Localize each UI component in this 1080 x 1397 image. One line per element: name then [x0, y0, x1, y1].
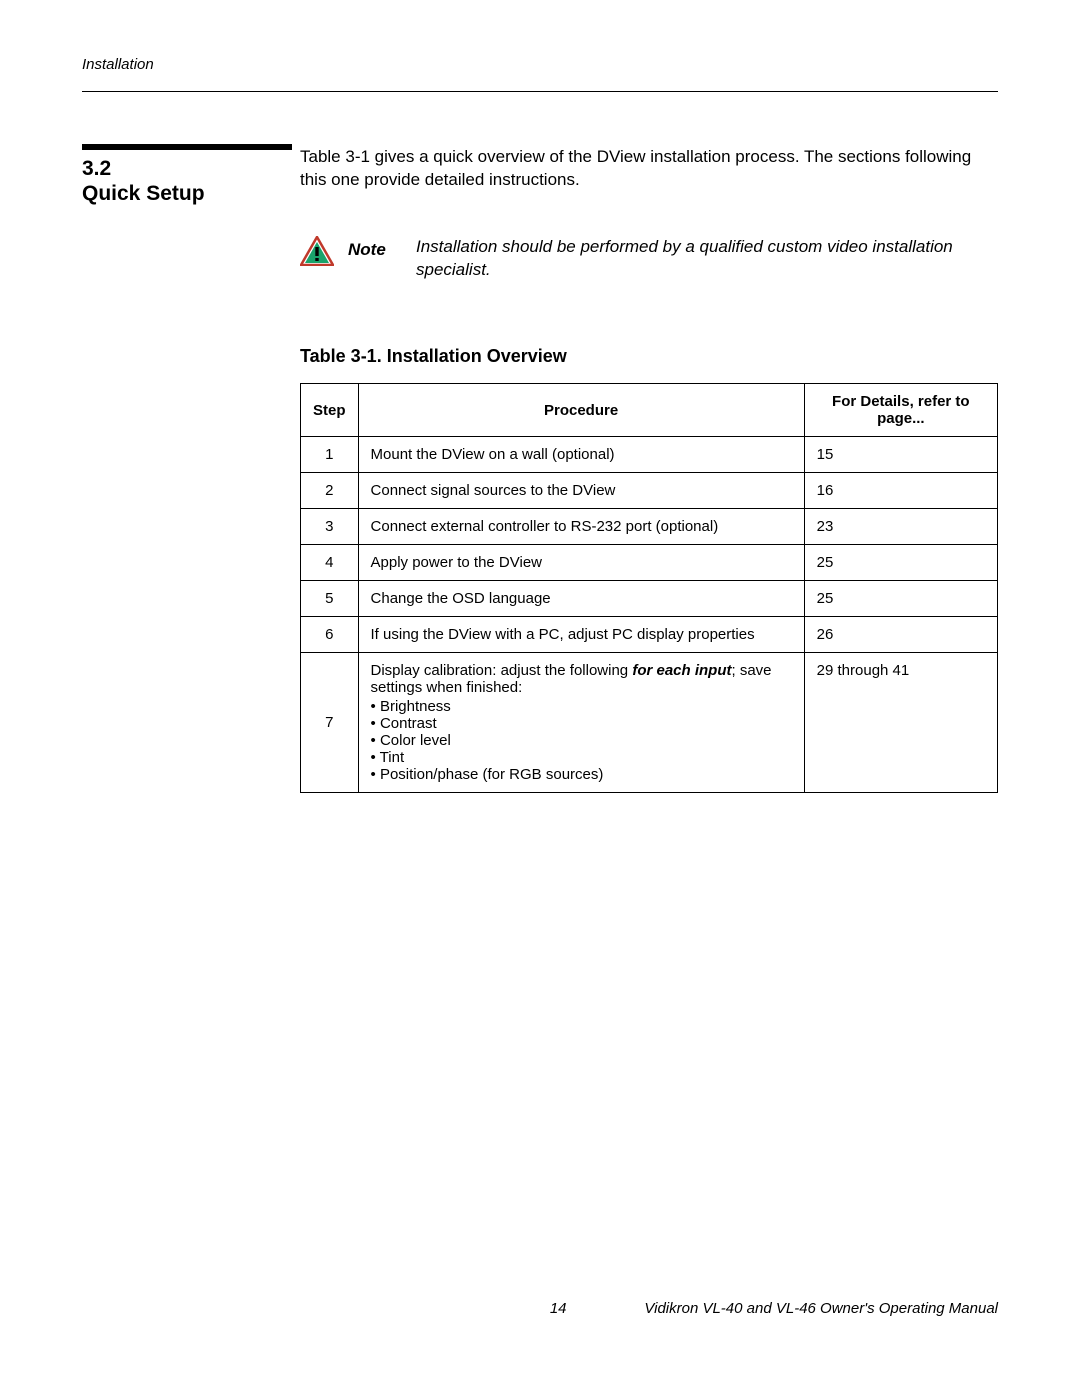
table-row: 4Apply power to the DView25: [301, 545, 998, 581]
cell-page: 15: [804, 437, 997, 473]
page-content: Installation 3.2 Quick Setup Table 3-1 g…: [82, 56, 998, 793]
cell-page: 23: [804, 509, 997, 545]
note-label: Note: [348, 236, 402, 260]
cell-procedure: Change the OSD language: [358, 581, 804, 617]
running-head: Installation: [82, 56, 998, 73]
table-row: 7Display calibration: adjust the followi…: [301, 653, 998, 793]
bullet-item: Contrast: [371, 715, 792, 732]
bullet-item: Tint: [371, 749, 792, 766]
table-row: 1Mount the DView on a wall (optional)15: [301, 437, 998, 473]
table-row: 6If using the DView with a PC, adjust PC…: [301, 617, 998, 653]
page-footer: 14 Vidikron VL-40 and VL-46 Owner's Oper…: [82, 1300, 998, 1317]
cell-step: 4: [301, 545, 359, 581]
bullet-item: Brightness: [371, 698, 792, 715]
footer-page-number: 14: [550, 1300, 567, 1317]
cell-step: 6: [301, 617, 359, 653]
cell-procedure: If using the DView with a PC, adjust PC …: [358, 617, 804, 653]
table-caption: Table 3-1. Installation Overview: [300, 346, 998, 367]
installation-table: Step Procedure For Details, refer to pag…: [300, 383, 998, 793]
section-number: 3.2: [82, 156, 300, 181]
warning-icon: [300, 236, 334, 266]
footer-manual-title: Vidikron VL-40 and VL-46 Owner's Operati…: [644, 1300, 998, 1317]
top-rule: [82, 91, 998, 92]
cell-page: 29 through 41: [804, 653, 997, 793]
table-row: 5Change the OSD language25: [301, 581, 998, 617]
cell-step: 5: [301, 581, 359, 617]
table-row: 3Connect external controller to RS-232 p…: [301, 509, 998, 545]
cell-step: 3: [301, 509, 359, 545]
intro-paragraph: Table 3-1 gives a quick overview of the …: [300, 144, 998, 192]
col-header-procedure: Procedure: [358, 384, 804, 437]
section-bar: [82, 144, 292, 150]
cell-procedure: Apply power to the DView: [358, 545, 804, 581]
note-block: Note Installation should be performed by…: [300, 236, 998, 282]
cell-page: 25: [804, 545, 997, 581]
cell-step: 7: [301, 653, 359, 793]
col-header-step: Step: [301, 384, 359, 437]
cell-page: 25: [804, 581, 997, 617]
cell-page: 16: [804, 473, 997, 509]
cell-page: 26: [804, 617, 997, 653]
section-label: 3.2 Quick Setup: [82, 144, 300, 206]
section-title: Quick Setup: [82, 181, 300, 206]
cell-step: 1: [301, 437, 359, 473]
cell-procedure: Display calibration: adjust the followin…: [358, 653, 804, 793]
bullet-item: Position/phase (for RGB sources): [371, 766, 792, 783]
bullet-item: Color level: [371, 732, 792, 749]
table-header-row: Step Procedure For Details, refer to pag…: [301, 384, 998, 437]
section-heading-row: 3.2 Quick Setup Table 3-1 gives a quick …: [82, 144, 998, 206]
cell-procedure: Mount the DView on a wall (optional): [358, 437, 804, 473]
note-text: Installation should be performed by a qu…: [416, 236, 998, 282]
col-header-page: For Details, refer to page...: [804, 384, 997, 437]
cell-procedure: Connect external controller to RS-232 po…: [358, 509, 804, 545]
table-row: 2Connect signal sources to the DView16: [301, 473, 998, 509]
cell-step: 2: [301, 473, 359, 509]
cell-procedure: Connect signal sources to the DView: [358, 473, 804, 509]
